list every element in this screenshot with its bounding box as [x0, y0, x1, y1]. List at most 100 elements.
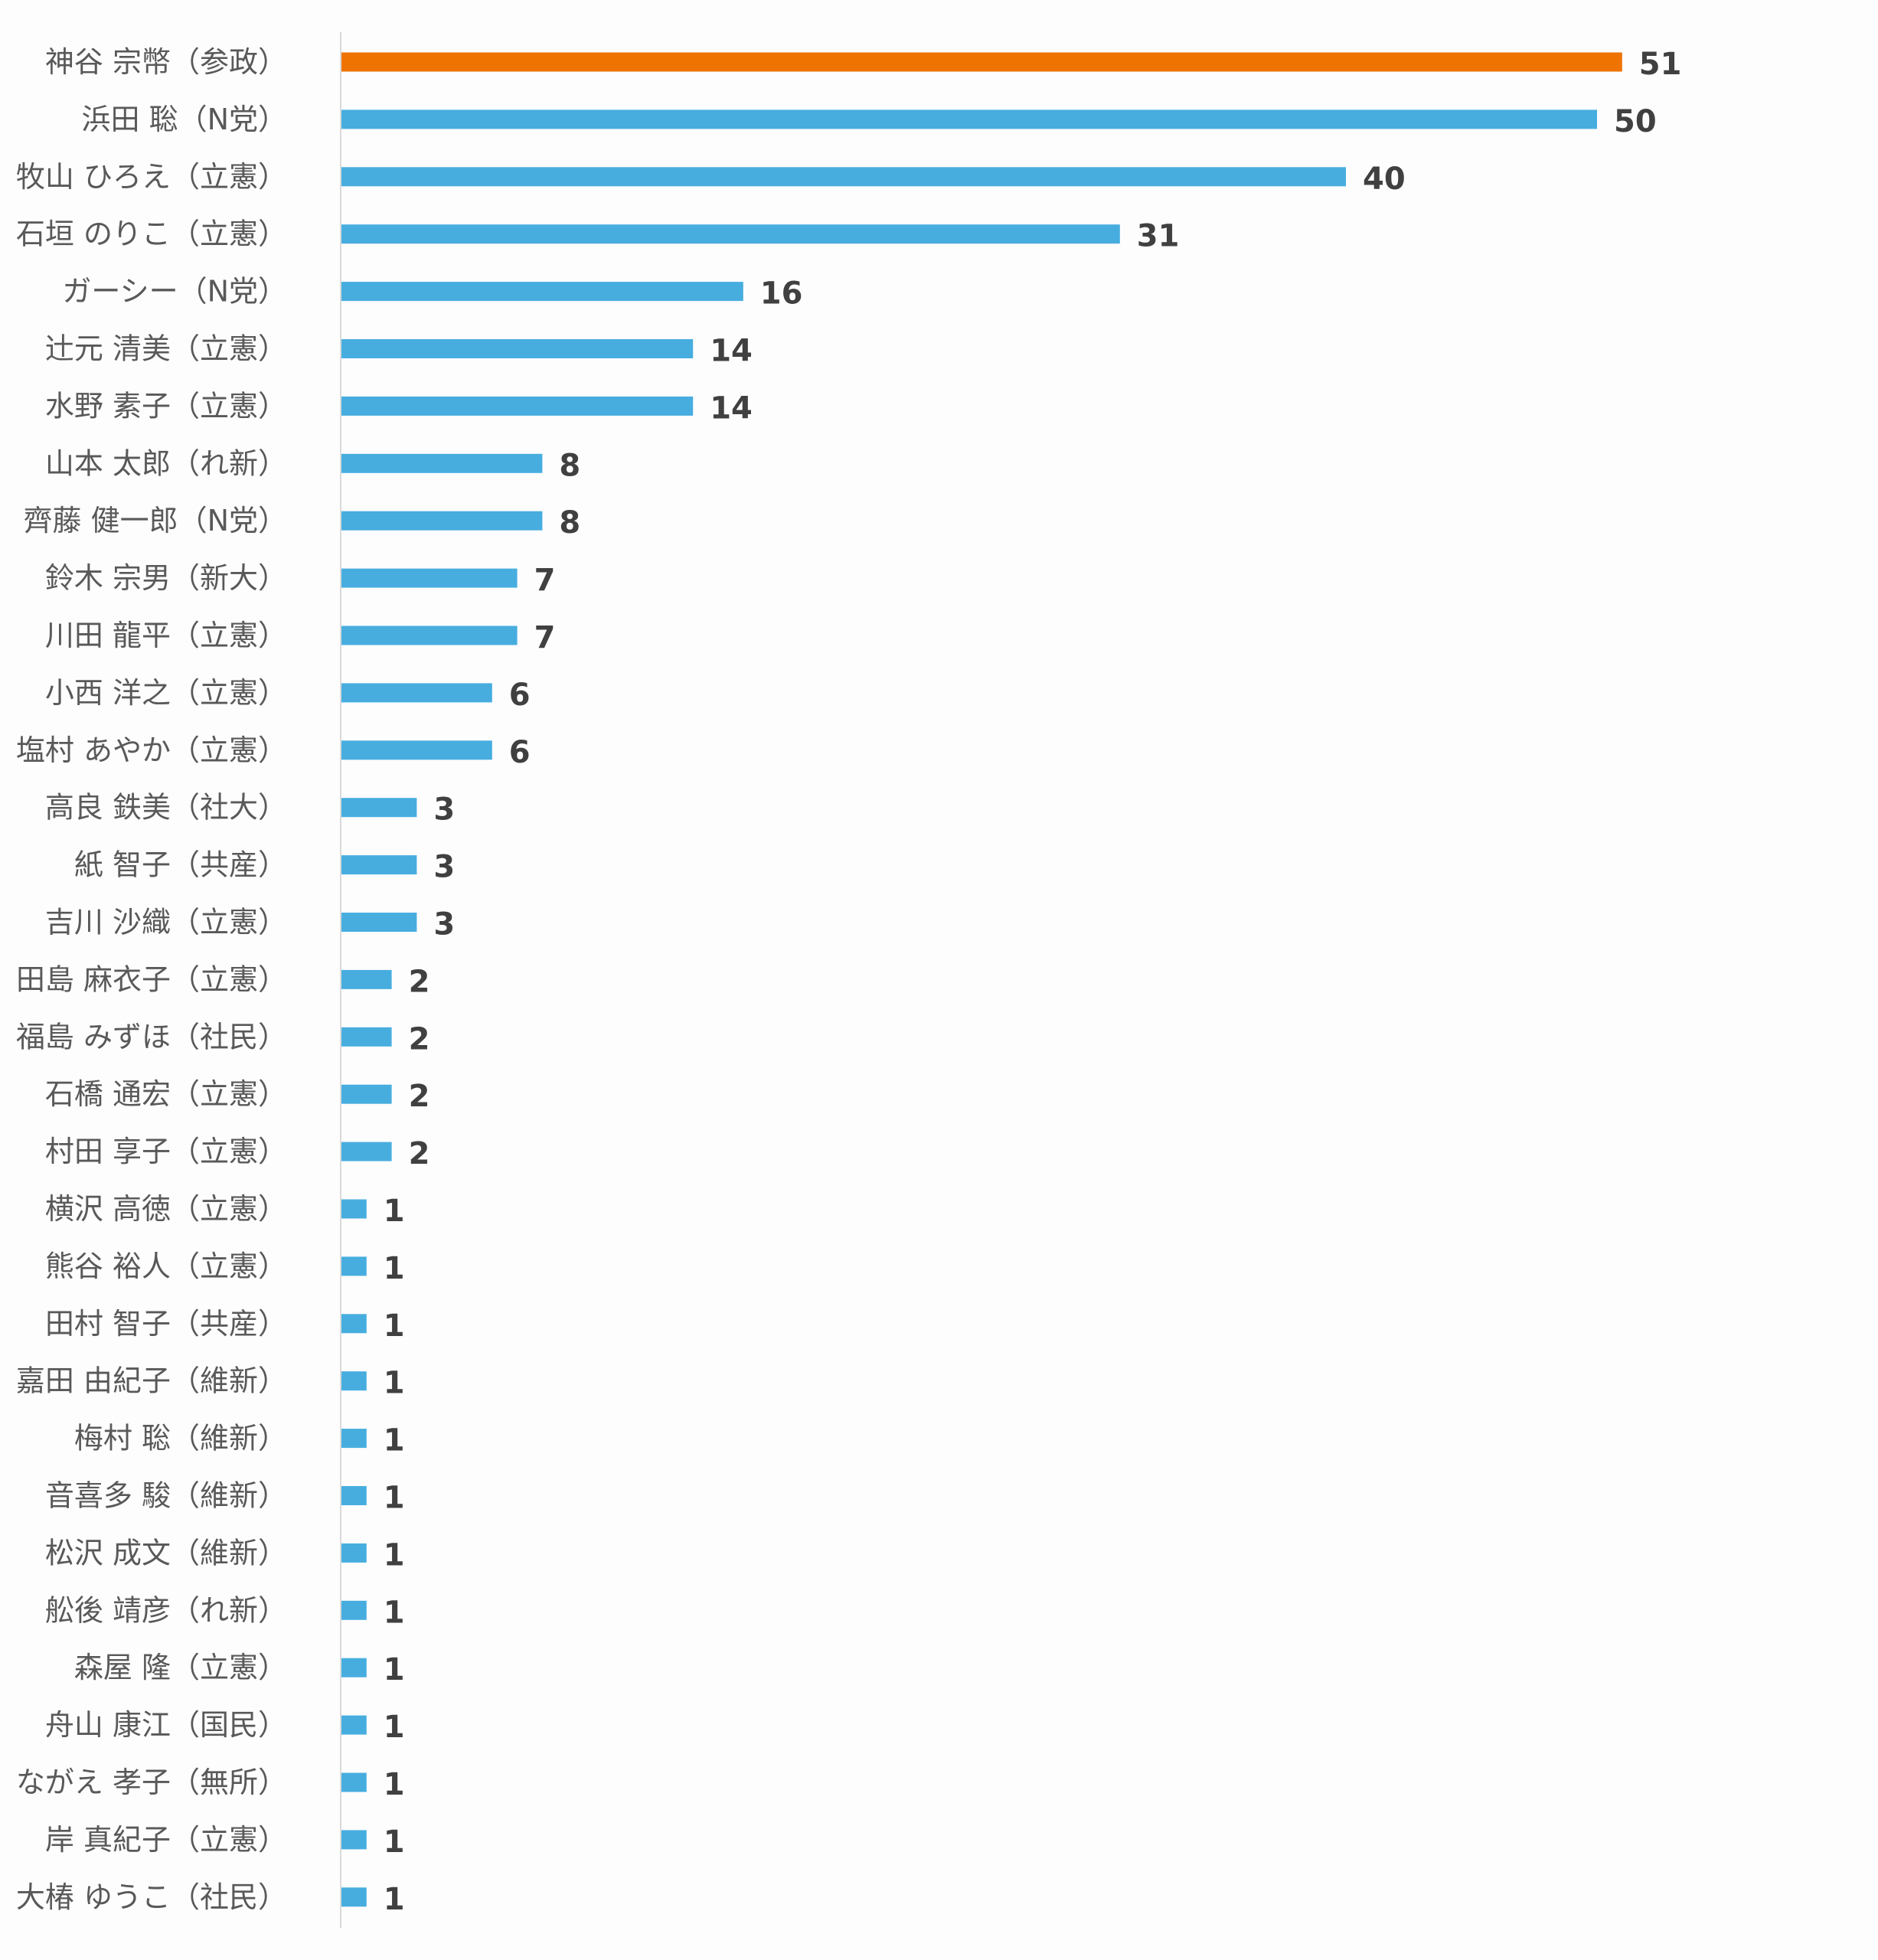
category-label: 横沢 高徳（立憲）: [45, 1192, 287, 1226]
category-label: 小西 洋之（立憲）: [45, 676, 287, 710]
category-label: 浜田 聡（N党）: [81, 103, 287, 136]
category-label: 高良 鉄美（社大）: [45, 791, 287, 825]
data-label: 3: [433, 907, 455, 942]
bar: [341, 339, 694, 358]
category-label: 川田 龍平（立憲）: [45, 619, 287, 652]
data-label: 6: [509, 678, 531, 713]
data-label: 3: [433, 792, 455, 828]
bar: [341, 913, 417, 932]
data-label: 1: [384, 1194, 405, 1229]
category-label: 紙 智子（共産）: [74, 848, 287, 882]
category-label: 石垣 のりこ（立憲）: [16, 217, 287, 251]
bar: [341, 453, 543, 473]
data-label: 6: [509, 735, 531, 770]
data-label: 1: [384, 1251, 405, 1286]
category-label: 舟山 康江（国民）: [45, 1708, 287, 1742]
bar: [341, 167, 1346, 187]
bar: [341, 1830, 367, 1850]
category-label: 大椿 ゆうこ（社民）: [16, 1880, 287, 1914]
bar: [341, 1314, 367, 1334]
category-label: 梅村 聡（維新）: [74, 1422, 287, 1455]
bar: [341, 1715, 367, 1735]
bar: [341, 511, 543, 531]
category-label: ガーシー（N党）: [62, 275, 287, 309]
category-label: 嘉田 由紀子（維新）: [16, 1364, 287, 1398]
category-labels: 神谷 宗幣（参政） 浜田 聡（N党） 牧山 ひろえ（立憲） 石垣 のりこ（立憲） ガーシ…: [16, 45, 287, 1914]
category-label: 辻元 清美（立憲）: [45, 332, 287, 366]
data-label: 1: [384, 1481, 405, 1516]
bar: [341, 52, 1622, 72]
bar: [341, 1256, 367, 1276]
category-label: 福島 みずほ（社民）: [16, 1020, 287, 1054]
data-label: 1: [384, 1537, 405, 1573]
category-label: 牧山 ひろえ（立憲）: [16, 160, 287, 194]
bar: [341, 1772, 367, 1792]
bar: [341, 568, 518, 588]
bar: [341, 1658, 367, 1677]
data-label: 2: [409, 1136, 430, 1171]
category-label: 齊藤 健一郎（N党）: [23, 504, 287, 537]
category-label: 塩村 あやか（立憲）: [16, 733, 287, 767]
category-label: 舩後 靖彦（れ新）: [45, 1593, 287, 1627]
data-label: 1: [384, 1710, 405, 1745]
category-label: 音喜多 駿（維新）: [45, 1479, 287, 1513]
bar: [341, 626, 518, 645]
bar: [341, 282, 743, 302]
category-label: 森屋 隆（立憲）: [74, 1651, 287, 1684]
data-label: 1: [384, 1423, 405, 1459]
data-label: 8: [559, 505, 580, 541]
category-label: 田村 智子（共産）: [45, 1307, 287, 1341]
bar: [341, 1199, 367, 1219]
data-label: 1: [384, 1882, 405, 1917]
data-label: 1: [384, 1767, 405, 1802]
category-label: 熊谷 裕人（立憲）: [45, 1250, 287, 1283]
data-label: 7: [534, 620, 556, 655]
bar: [341, 740, 492, 760]
data-label: 1: [384, 1366, 405, 1401]
bar: [341, 1486, 367, 1505]
category-label: 神谷 宗幣（参政）: [45, 45, 287, 79]
data-label: 2: [409, 1079, 430, 1114]
bars-layer: [341, 52, 1622, 1907]
bar: [341, 1543, 367, 1563]
category-label: ながえ 孝子（無所）: [16, 1766, 287, 1799]
category-label: 岸 真紀子（立憲）: [45, 1823, 287, 1857]
data-label: 1: [384, 1652, 405, 1687]
bar: [341, 109, 1597, 129]
category-label: 吉川 沙織（立憲）: [45, 906, 287, 939]
data-label: 7: [534, 563, 556, 598]
data-label: 31: [1137, 219, 1180, 254]
bar: [341, 1142, 392, 1161]
category-label: 山本 太郎（れ新）: [45, 446, 287, 480]
category-label: 鈴木 宗男（新大）: [45, 561, 287, 595]
bar: [341, 1887, 367, 1907]
bar: [341, 969, 392, 989]
bar: [341, 1371, 367, 1391]
category-label: 松沢 成文（維新）: [45, 1536, 287, 1570]
category-label: 石橋 通宏（立憲）: [45, 1077, 287, 1111]
data-label: 40: [1363, 162, 1406, 197]
data-label: 1: [384, 1824, 405, 1860]
data-label: 50: [1614, 104, 1657, 139]
data-label: 1: [384, 1595, 405, 1630]
data-label: 51: [1639, 47, 1682, 82]
data-label: 2: [409, 1021, 430, 1057]
data-label: 8: [559, 448, 580, 483]
bar: [341, 396, 694, 416]
bar: [341, 683, 492, 703]
data-label: 1: [384, 1308, 405, 1344]
bar: [341, 1600, 367, 1620]
data-label: 14: [710, 390, 753, 426]
category-label: 村田 享子（立憲）: [45, 1135, 287, 1168]
bar: [341, 855, 417, 875]
data-label: 16: [760, 276, 803, 312]
bar: [341, 798, 417, 818]
category-label: 水野 素子（立憲）: [45, 389, 287, 423]
bar: [341, 1429, 367, 1449]
bar: [341, 1084, 392, 1104]
data-label: 2: [409, 964, 430, 999]
bar: [341, 1027, 392, 1047]
category-label: 田島 麻衣子（立憲）: [16, 962, 287, 996]
